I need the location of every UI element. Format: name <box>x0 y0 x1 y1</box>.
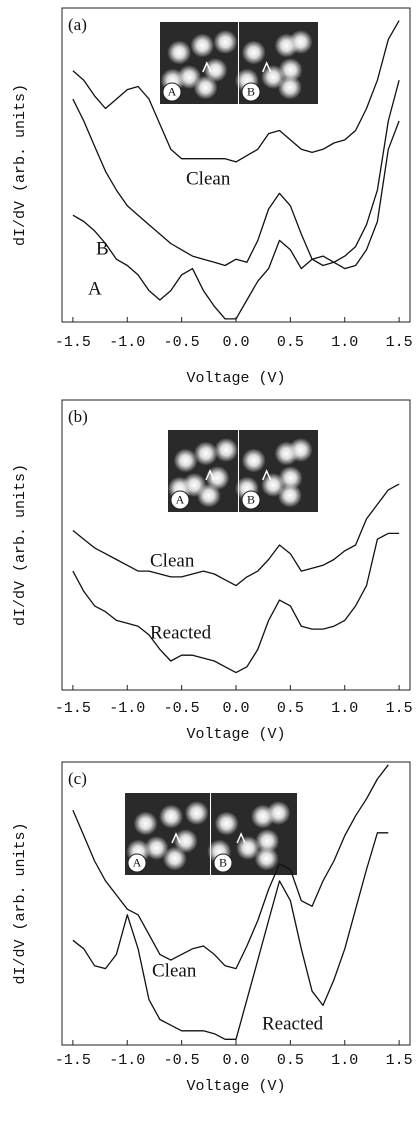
inset-badge <box>241 490 261 510</box>
panel: (a) dI/dV (arb. units) Voltage (V) -1.5 -1.0… <box>12 7 413 387</box>
x-tick-label: 1.0 <box>331 334 358 351</box>
panel: (c) dI/dV (arb. units) Voltage (V) -1.5 -1.0… <box>12 761 413 1095</box>
x-tick-label: -1.5 <box>55 1052 91 1069</box>
inset-label: B <box>247 84 255 98</box>
panel: (b) dI/dV (arb. units) Voltage (V) -1.5 -1.0… <box>12 399 413 743</box>
x-tick-label: -0.5 <box>164 700 200 717</box>
stm-atom <box>266 801 291 825</box>
spectrum-line <box>72 120 400 320</box>
tip-marker <box>202 61 212 73</box>
x-tick-label: -1.0 <box>109 334 145 351</box>
stm-atom <box>193 75 218 100</box>
tip-marker <box>261 61 272 73</box>
stm-atom <box>288 438 313 462</box>
series-label: A <box>88 278 102 299</box>
stm-atom <box>277 75 302 100</box>
inset-label: B <box>219 855 227 869</box>
x-tick-label: -1.0 <box>109 1052 145 1069</box>
stm-atom <box>203 58 228 82</box>
x-tick-label: 1.5 <box>386 700 413 717</box>
y-axis-label: dI/dV (arb. units) <box>12 464 29 626</box>
stm-atom <box>288 30 313 54</box>
tip-marker <box>261 469 272 481</box>
stm-atom <box>190 33 215 58</box>
x-axis-label: Voltage (V) <box>186 1078 285 1095</box>
stm-atom <box>193 441 218 466</box>
inset-badge <box>241 82 261 102</box>
stm-atom <box>173 448 198 473</box>
stm-atom <box>241 448 266 473</box>
stm-atom <box>255 829 280 853</box>
x-tick-label: -1.5 <box>55 334 91 351</box>
inset-badge <box>170 490 190 510</box>
x-tick-label: 1.5 <box>386 1052 413 1069</box>
series-label: Clean <box>152 960 197 981</box>
x-tick-label: -1.0 <box>109 700 145 717</box>
tip-marker <box>205 469 215 481</box>
panel-label: (c) <box>68 769 87 788</box>
inset-label: B <box>247 492 255 506</box>
spectrum-line <box>72 832 389 1040</box>
series-label: Clean <box>150 550 195 571</box>
x-tick-label: -0.5 <box>164 1052 200 1069</box>
stm-atom <box>236 836 261 860</box>
stm-atom <box>184 801 209 825</box>
inset-label: A <box>133 855 142 869</box>
series-label: Reacted <box>150 622 212 643</box>
spectrum-line <box>72 764 389 970</box>
stm-atom <box>167 40 192 65</box>
series-label: B <box>96 238 109 259</box>
x-tick-label: 0.0 <box>222 700 249 717</box>
stm-atom <box>214 811 239 836</box>
tip-marker <box>171 832 181 844</box>
panel-label: (b) <box>68 407 88 426</box>
stm-atom <box>144 836 169 860</box>
x-axis-label: Voltage (V) <box>186 726 285 743</box>
x-tick-label: 0.0 <box>222 334 249 351</box>
spectrum-line <box>72 20 400 163</box>
inset-badge <box>213 853 233 873</box>
x-tick-label: 1.5 <box>386 334 413 351</box>
stm-atom <box>213 30 238 54</box>
stm-atom <box>173 829 198 853</box>
series-label: Reacted <box>262 1013 324 1034</box>
x-tick-label: 0.5 <box>277 700 304 717</box>
stm-atom <box>241 40 266 65</box>
x-axis-label: Voltage (V) <box>186 370 285 387</box>
panel-label: (a) <box>68 15 87 34</box>
inset-label: A <box>176 492 185 506</box>
tip-marker <box>236 832 246 844</box>
x-tick-label: 1.0 <box>331 700 358 717</box>
spectrum-line <box>72 80 400 267</box>
x-tick-label: 0.5 <box>277 334 304 351</box>
x-tick-label: 0.5 <box>277 1052 304 1069</box>
spectrum-line <box>72 483 400 587</box>
stm-atom <box>214 438 239 462</box>
stm-atom <box>133 811 158 836</box>
x-tick-label: 1.0 <box>331 1052 358 1069</box>
inset-badge <box>162 82 182 102</box>
inset-badge <box>127 853 147 873</box>
stm-atom <box>196 483 221 508</box>
x-tick-label: -0.5 <box>164 334 200 351</box>
y-axis-label: dI/dV (arb. units) <box>12 84 29 246</box>
stm-atom <box>159 804 184 829</box>
inset-label: A <box>168 84 177 98</box>
stm-atom <box>254 846 279 871</box>
stm-atom <box>162 846 187 871</box>
series-label: Clean <box>186 168 231 189</box>
stm-atom <box>277 483 302 508</box>
x-tick-label: -1.5 <box>55 700 91 717</box>
x-tick-label: 0.0 <box>222 1052 249 1069</box>
y-axis-label: dI/dV (arb. units) <box>12 822 29 984</box>
spectrum-line <box>72 532 400 674</box>
